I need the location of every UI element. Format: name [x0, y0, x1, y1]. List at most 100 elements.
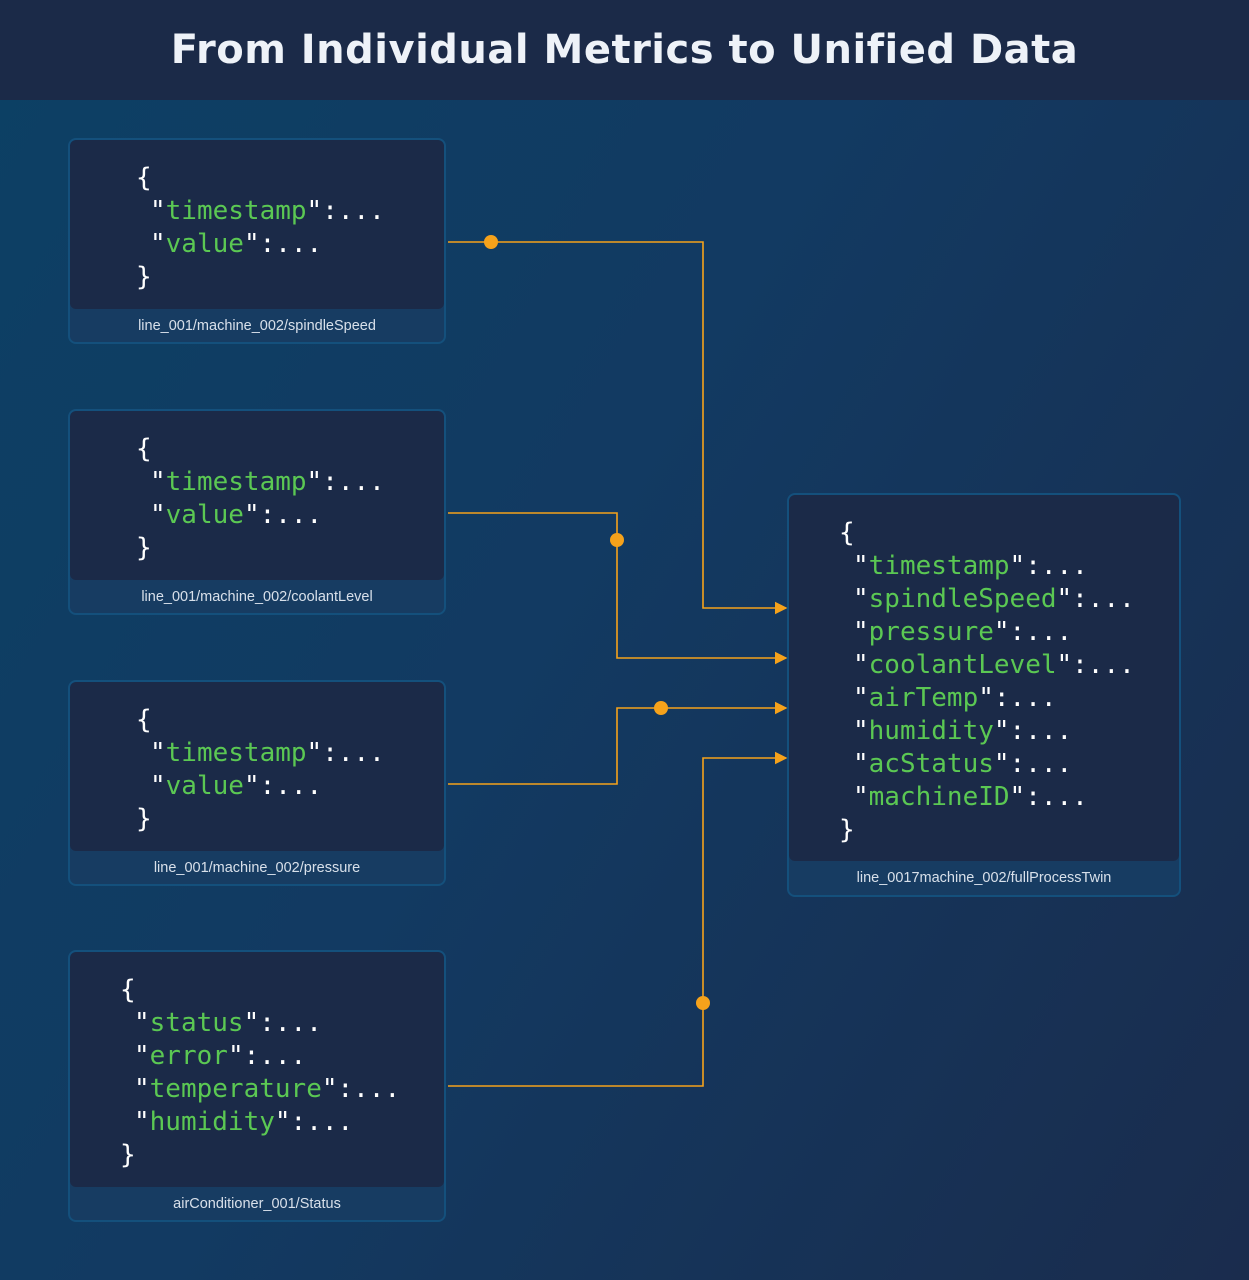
- json-key-line: "timestamp":...: [839, 550, 1179, 583]
- quote: ": [321, 1074, 338, 1104]
- json-key-line: "error":...: [120, 1040, 444, 1073]
- quote: ": [243, 771, 260, 801]
- quote: ": [993, 716, 1010, 746]
- quote: ": [978, 683, 994, 713]
- json-key: value: [165, 229, 244, 259]
- quote: ": [150, 500, 166, 530]
- page-title: From Individual Metrics to Unified Data: [170, 27, 1079, 73]
- value-ellipsis: :...: [259, 771, 323, 801]
- json-key-line: "spindleSpeed":...: [839, 583, 1179, 616]
- json-code-block: {"timestamp":... "value":...}: [70, 682, 444, 851]
- topic-label: line_001/machine_002/pressure: [153, 859, 361, 876]
- quote: ": [853, 782, 869, 812]
- connector-dot: [610, 533, 624, 547]
- json-key-line: "humidity":...: [839, 715, 1179, 748]
- json-key: humidity: [868, 716, 994, 746]
- connector-airConditioner: [448, 751, 788, 1087]
- json-key-line: "value":...: [136, 770, 444, 803]
- json-key: error: [149, 1041, 228, 1071]
- json-code-block: {"timestamp":... "value":...}: [70, 411, 444, 580]
- json-key: coolantLevel: [868, 650, 1057, 680]
- quote: ": [1009, 782, 1026, 812]
- json-key-line: "airTemp":...: [839, 682, 1179, 715]
- value-ellipsis: :...: [322, 738, 385, 768]
- quote: ": [134, 1074, 150, 1104]
- json-key-line: "timestamp":...: [136, 195, 444, 228]
- quote: ": [853, 584, 869, 614]
- quote: ": [243, 229, 260, 259]
- json-key-line: "pressure":...: [839, 616, 1179, 649]
- json-key: humidity: [149, 1107, 275, 1137]
- quote: ": [1056, 584, 1073, 614]
- quote: ": [1056, 650, 1073, 680]
- json-key-line: "temperature":...: [120, 1073, 444, 1106]
- value-ellipsis: :...: [1072, 584, 1135, 614]
- source-box-3: {"timestamp":... "value":...} line_001/mac…: [68, 680, 446, 886]
- quote: ": [853, 650, 869, 680]
- topic-label: line_001/machine_002/spindleSpeed: [138, 317, 376, 334]
- json-key: acStatus: [868, 749, 994, 779]
- quote: ": [853, 749, 869, 779]
- quote: ": [274, 1107, 291, 1137]
- quote: ": [853, 716, 869, 746]
- quote: ": [150, 229, 166, 259]
- topic-label: airConditioner_001/Status: [173, 1195, 341, 1212]
- json-key: timestamp: [165, 467, 307, 497]
- quote: ": [134, 1008, 150, 1038]
- json-key-line: "humidity":...: [120, 1106, 444, 1139]
- json-key-line: "timestamp":...: [136, 466, 444, 499]
- quote: ": [853, 617, 869, 647]
- connector-coolantLevel: [448, 512, 788, 665]
- quote: ": [150, 738, 166, 768]
- json-key-line: "acStatus":...: [839, 748, 1179, 781]
- open-brace: {: [136, 163, 152, 193]
- json-code-block: {"status":... "error":... "temperature":..…: [70, 952, 444, 1187]
- source-box-2: {"timestamp":... "value":...} line_001/mac…: [68, 409, 446, 615]
- close-brace: }: [839, 815, 855, 845]
- json-key-line: "status":...: [120, 1007, 444, 1040]
- connector-dot: [654, 701, 668, 715]
- json-key: value: [165, 771, 244, 801]
- value-ellipsis: :...: [1009, 617, 1073, 647]
- json-key: machineID: [868, 782, 1010, 812]
- value-ellipsis: :...: [993, 683, 1057, 713]
- value-ellipsis: :...: [1072, 650, 1135, 680]
- quote: ": [243, 1008, 260, 1038]
- close-brace: }: [136, 262, 152, 292]
- open-brace: {: [839, 518, 855, 548]
- json-key: status: [149, 1008, 244, 1038]
- open-brace: {: [120, 975, 136, 1005]
- json-key-line: "coolantLevel":...: [839, 649, 1179, 682]
- topic-label: line_0017machine_002/fullProcessTwin: [856, 870, 1112, 886]
- quote: ": [150, 467, 166, 497]
- quote: ": [306, 738, 323, 768]
- quote: ": [993, 749, 1010, 779]
- quote: ": [243, 500, 260, 530]
- value-ellipsis: :...: [1025, 551, 1088, 581]
- quote: ": [134, 1107, 150, 1137]
- connector-spindleSpeed: [448, 241, 788, 615]
- quote: ": [227, 1041, 244, 1071]
- quote: ": [306, 196, 323, 226]
- quote: ": [134, 1041, 150, 1071]
- json-key: timestamp: [165, 738, 307, 768]
- quote: ": [306, 467, 323, 497]
- connector-dot: [484, 235, 498, 249]
- quote: ": [853, 683, 869, 713]
- source-box-1: {"timestamp":... "value":...} line_001/mac…: [68, 138, 446, 344]
- value-ellipsis: :...: [259, 229, 323, 259]
- quote: ": [150, 196, 166, 226]
- json-code-block: {"timestamp":... "value":...}: [70, 140, 444, 309]
- value-ellipsis: :...: [243, 1041, 307, 1071]
- connector-dot: [696, 996, 710, 1010]
- quote: ": [993, 617, 1010, 647]
- close-brace: }: [120, 1140, 136, 1170]
- value-ellipsis: :...: [1025, 782, 1088, 812]
- value-ellipsis: :...: [337, 1074, 401, 1104]
- json-key-line: "value":...: [136, 228, 444, 261]
- json-code-block: {"timestamp":... "spindleSpeed":... "press…: [789, 495, 1179, 861]
- json-key: spindleSpeed: [868, 584, 1057, 614]
- json-key: pressure: [868, 617, 994, 647]
- open-brace: {: [136, 434, 152, 464]
